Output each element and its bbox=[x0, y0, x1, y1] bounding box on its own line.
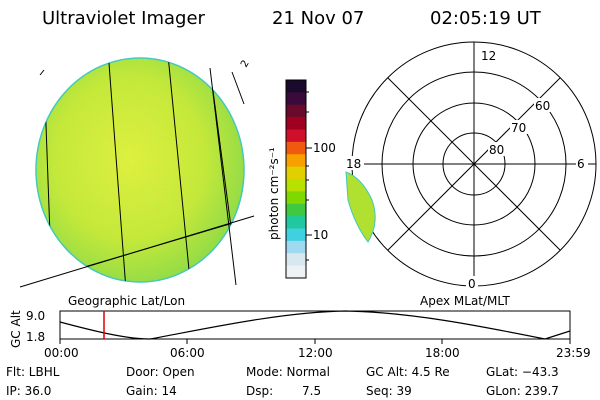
orbit-tick-1: 06:00 bbox=[170, 346, 205, 360]
polar-plot bbox=[351, 41, 597, 287]
colorbar-swatch bbox=[286, 117, 306, 131]
info-glat: GLat: −43.3 bbox=[486, 365, 559, 379]
mlt6-bg bbox=[576, 156, 588, 170]
colorbar-swatch bbox=[286, 92, 306, 106]
colorbar-swatch bbox=[286, 179, 306, 192]
left-panel-label: Geographic Lat/Lon bbox=[68, 294, 185, 308]
orbit-tick-2: 12:00 bbox=[298, 346, 333, 360]
colorbar-tick-10: 10 bbox=[313, 228, 328, 242]
info-gain: Gain: 14 bbox=[126, 384, 177, 398]
colorbar-swatch bbox=[286, 240, 306, 254]
orbit-altitude-curve bbox=[59, 310, 571, 340]
lat60-bg bbox=[534, 98, 554, 112]
polar-lat-80: 80 bbox=[489, 143, 504, 157]
observation-time: 02:05:19 UT bbox=[430, 8, 541, 29]
polar-mlt-18: 18 bbox=[346, 157, 361, 171]
info-seq: Seq: 39 bbox=[366, 384, 412, 398]
mlt18-bg bbox=[344, 156, 364, 170]
lon-lines-outside bbox=[19, 67, 255, 288]
info-mode: Mode: Normal bbox=[246, 365, 330, 379]
orbit-tick-4: 23:59 bbox=[556, 346, 591, 360]
colorbar-ticks bbox=[306, 91, 312, 261]
info-gc-alt: GC Alt: 4.5 Re bbox=[366, 365, 450, 379]
earth-disk-image bbox=[19, 57, 255, 288]
info-filter: Flt: LBHL bbox=[6, 365, 60, 379]
orbit-x-ticks bbox=[59, 339, 571, 344]
polar-mlt-12: 12 bbox=[481, 49, 496, 63]
orbit-tick-3: 18:00 bbox=[425, 346, 460, 360]
info-glon: GLon: 239.7 bbox=[486, 384, 559, 398]
colorbar-swatch bbox=[286, 191, 306, 205]
colorbar-swatch bbox=[286, 228, 306, 242]
colorbar-unit-label: photon cm⁻²s⁻¹ bbox=[267, 147, 281, 240]
colorbar-swatch bbox=[286, 203, 306, 217]
colorbar-frame bbox=[285, 79, 307, 279]
colorbar-swatch bbox=[286, 141, 306, 155]
auroral-oval-segment bbox=[345, 171, 376, 243]
instrument-title: Ultraviolet Imager bbox=[42, 8, 205, 29]
polar-mlt-0: 0 bbox=[468, 277, 476, 291]
colorbar-swatch bbox=[286, 166, 306, 180]
colorbar-swatch bbox=[286, 253, 306, 267]
polar-mlt-6: 6 bbox=[577, 157, 585, 171]
colorbar-swatch bbox=[286, 80, 306, 93]
colorbar-swatch bbox=[286, 154, 306, 168]
info-dsp-value: 7.5 bbox=[302, 384, 322, 398]
polar-lat-60: 60 bbox=[535, 99, 550, 113]
mlt0-bg bbox=[466, 276, 478, 290]
orbit-axis-label: GC Alt bbox=[9, 310, 23, 348]
mlt12-bg bbox=[480, 48, 496, 62]
colorbar bbox=[286, 80, 306, 279]
colorbar-swatch bbox=[286, 216, 306, 230]
colorbar-swatch bbox=[286, 129, 306, 143]
polar-lat-70: 70 bbox=[511, 121, 526, 135]
colorbar-swatch bbox=[286, 265, 306, 279]
orbit-y-top: 9.0 bbox=[26, 309, 45, 323]
info-dsp-label: Dsp: bbox=[246, 384, 274, 398]
observation-date: 21 Nov 07 bbox=[272, 8, 365, 29]
colorbar-tick-100: 100 bbox=[313, 141, 336, 155]
orbit-tick-0: 00:00 bbox=[44, 346, 79, 360]
lat70-bg bbox=[510, 120, 530, 134]
lat80-bg bbox=[488, 142, 508, 156]
orbit-plot-frame bbox=[59, 310, 571, 340]
colorbar-swatch bbox=[286, 104, 306, 118]
info-ip: IP: 36.0 bbox=[6, 384, 52, 398]
info-door: Door: Open bbox=[126, 365, 195, 379]
polar-panel-label: Apex MLat/MLT bbox=[420, 294, 510, 308]
orbit-y-bottom: 1.8 bbox=[26, 330, 45, 344]
left-corner-mark: 2 bbox=[239, 58, 252, 69]
